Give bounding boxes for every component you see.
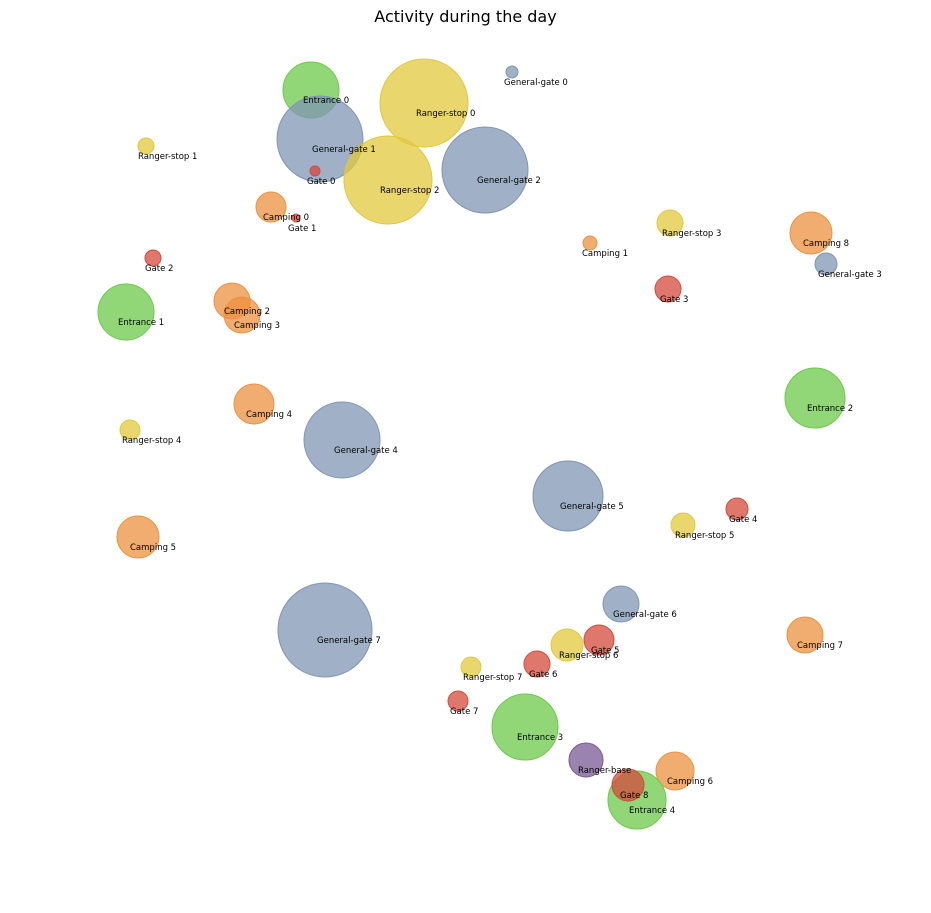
bubble-label-camping-6: Camping 6 [667,777,713,787]
bubble-label-gate-5: Gate 5 [591,646,619,656]
bubble-label-entrance-1: Entrance 1 [118,318,164,328]
bubble-gate-2 [144,249,162,267]
bubble-label-general-gate-4: General-gate 4 [334,446,398,456]
bubble-gate-8 [611,768,645,802]
bubble-ranger-stop-7 [460,656,482,678]
bubble-general-gate-7 [277,582,373,678]
bubble-ranger-stop-6 [550,628,584,662]
bubble-label-camping-2: Camping 2 [224,307,270,317]
bubble-label-general-gate-5: General-gate 5 [560,502,624,512]
bubble-camping-8 [789,211,833,255]
bubble-gate-3 [654,275,682,303]
bubble-general-gate-6 [602,585,640,623]
bubble-label-camping-5: Camping 5 [130,543,176,553]
bubble-camping-7 [786,616,824,654]
bubble-ranger-stop-3 [656,209,684,237]
bubble-label-ranger-stop-1: Ranger-stop 1 [138,152,197,162]
bubble-entrance-1 [97,283,155,341]
bubble-label-camping-7: Camping 7 [797,641,843,651]
bubble-gate-1 [291,213,301,223]
bubble-camping-3 [223,296,261,334]
bubble-label-camping-1: Camping 1 [582,249,628,259]
bubble-label-camping-3: Camping 3 [234,321,280,331]
bubble-entrance-3 [491,693,559,761]
bubble-label-camping-0: Camping 0 [263,213,309,223]
bubble-label-ranger-stop-5: Ranger-stop 5 [675,531,734,541]
bubble-label-ranger-stop-0: Ranger-stop 0 [416,109,475,119]
bubble-label-ranger-base: Ranger-base [578,766,631,776]
label-layer: Entrance 0 General-gate 1 Ranger-stop 0 Gen… [118,78,882,816]
bubble-ranger-stop-2 [343,135,433,225]
bubble-ranger-stop-1 [137,137,155,155]
bubble-general-gate-0 [505,65,519,79]
bubble-gate-5 [583,624,615,656]
bubble-label-general-gate-2: General-gate 2 [477,176,541,186]
bubble-label-entrance-0: Entrance 0 [303,96,349,106]
bubble-label-ranger-stop-2: Ranger-stop 2 [380,186,439,196]
bubble-camping-0 [255,191,287,223]
chart-title: Activity during the day [374,7,557,26]
bubble-label-ranger-stop-6: Ranger-stop 6 [559,651,618,661]
bubble-general-gate-1 [276,95,364,183]
bubble-label-entrance-3: Entrance 3 [517,733,563,743]
bubble-label-general-gate-1: General-gate 1 [312,145,376,155]
bubble-label-general-gate-7: General-gate 7 [317,636,381,646]
bubble-label-entrance-2: Entrance 2 [807,404,853,414]
bubble-general-gate-3 [814,252,838,276]
bubble-gate-0 [309,165,321,177]
bubble-entrance-2 [784,367,846,429]
bubble-label-general-gate-6: General-gate 6 [613,610,677,620]
bubble-ranger-stop-4 [119,419,141,441]
bubble-label-gate-7: Gate 7 [450,707,478,717]
bubble-camping-5 [116,515,160,559]
bubble-label-gate-3: Gate 3 [660,295,688,305]
bubble-label-entrance-4: Entrance 4 [629,806,675,816]
bubble-label-general-gate-0: General-gate 0 [504,78,568,88]
bubble-general-gate-5 [532,460,604,532]
bubble-gate-4 [725,497,749,521]
bubble-gate-6 [523,650,551,678]
bubble-label-gate-2: Gate 2 [145,264,173,274]
bubble-camping-1 [582,235,598,251]
bubble-camping-4 [233,383,275,425]
bubble-label-camping-8: Camping 8 [803,239,849,249]
bubble-label-ranger-stop-4: Ranger-stop 4 [122,436,181,446]
bubble-ranger-base [568,742,604,778]
bubble-camping-6 [655,751,695,791]
bubble-general-gate-2 [441,126,529,214]
bubble-label-ranger-stop-7: Ranger-stop 7 [463,673,522,683]
bubble-label-gate-1: Gate 1 [288,224,316,234]
bubble-label-gate-6: Gate 6 [529,670,557,680]
bubble-label-camping-4: Camping 4 [246,410,292,420]
bubble-label-gate-8: Gate 8 [620,791,648,801]
bubble-ranger-stop-5 [670,512,696,538]
bubble-label-general-gate-3: General-gate 3 [818,270,882,280]
bubble-label-ranger-stop-3: Ranger-stop 3 [662,229,721,239]
bubble-label-gate-0: Gate 0 [307,177,335,187]
bubble-general-gate-4 [303,401,381,479]
bubble-label-gate-4: Gate 4 [729,515,757,525]
bubble-gate-7 [447,690,469,712]
bubble-ranger-stop-0 [379,58,469,148]
bubble-layer [97,58,846,830]
